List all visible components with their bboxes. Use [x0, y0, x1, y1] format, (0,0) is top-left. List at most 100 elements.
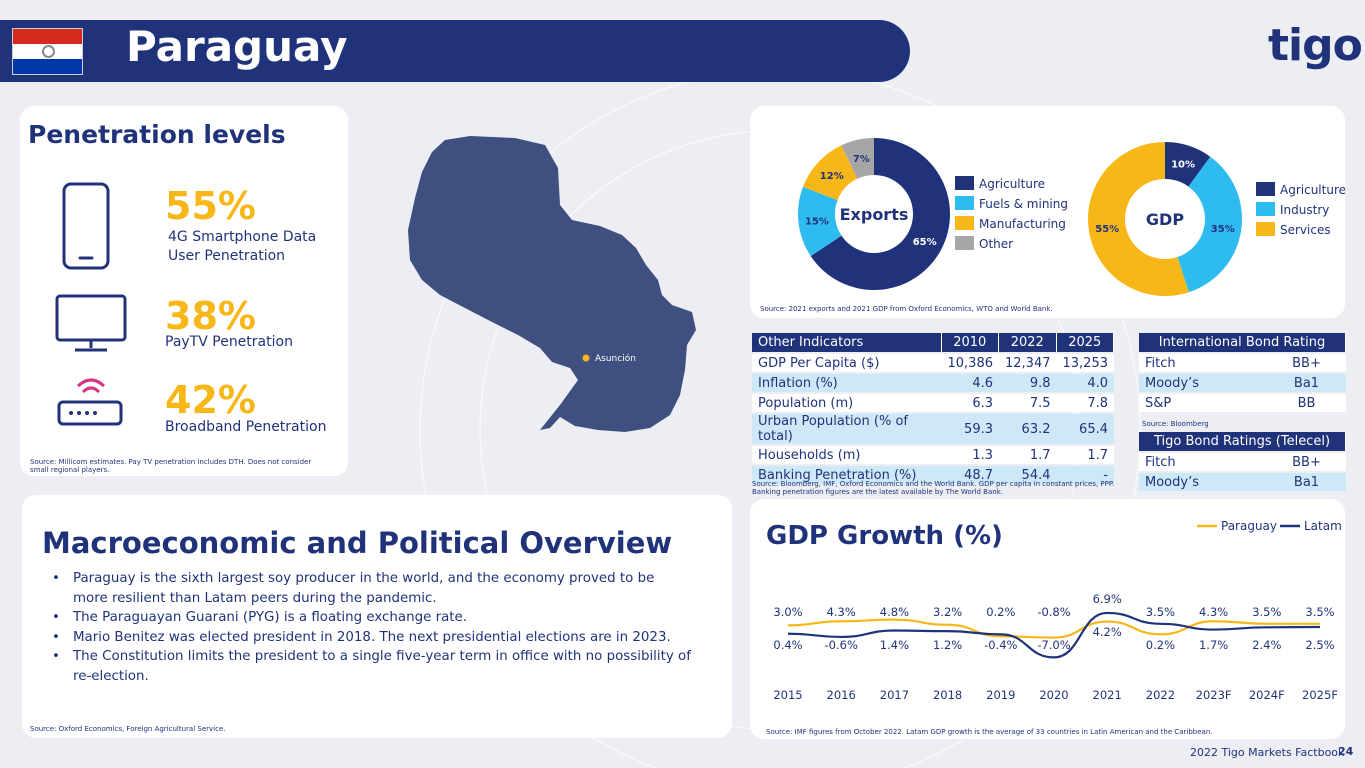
paraguay-flag-icon [12, 28, 83, 75]
tv-icon [55, 294, 127, 352]
column-header: 2025 [1056, 333, 1114, 352]
page-number: 24 [1338, 745, 1354, 758]
pie-charts: 65% Agriculture 15% Fuels & mining 12% Manufa… [798, 138, 1345, 296]
pie-value-label: 65% [913, 237, 937, 248]
data-label: 1.2% [933, 638, 962, 652]
table-cell: 1.7 [999, 446, 1057, 464]
table-cell: BB+ [1266, 453, 1346, 471]
table-cell: GDP Per Capita ($) [752, 354, 942, 372]
table-cell: 59.3 [941, 414, 999, 444]
column-header: 2022 [999, 333, 1057, 352]
x-tick-label: 2020 [1039, 688, 1068, 702]
table-cell: 9.8 [999, 374, 1057, 392]
city-label: Asunción [595, 353, 636, 364]
bond-rating-table: International Bond Rating Fitch BB+ Moody’… [1139, 331, 1346, 414]
bullet-item: The Paraguayan Guarani (PYG) is a floati… [52, 608, 692, 628]
penetration-title: Penetration levels [28, 120, 286, 149]
asuncion-marker [582, 354, 590, 362]
table-cell: 7.5 [999, 394, 1057, 412]
paytv-pct: 38% [165, 294, 256, 338]
legend-label: Industry [1280, 203, 1329, 217]
macro-source: Source: Oxford Economics, Foreign Agricu… [30, 725, 226, 733]
pie-value-label: 7% [853, 154, 870, 165]
legend-swatch [955, 196, 974, 210]
x-tick-label: 2023F [1196, 688, 1232, 702]
legend-swatch [1256, 182, 1275, 196]
legend-label: Other [979, 237, 1013, 251]
data-label: 0.4% [773, 638, 802, 652]
legend-label: Services [1280, 223, 1331, 237]
data-label: 6.9% [1093, 592, 1122, 606]
table-cell: Households (m) [752, 446, 942, 464]
pie-value-label: 15% [805, 216, 829, 227]
pie-center-title: Exports [840, 205, 909, 224]
x-tick-label: 2017 [880, 688, 909, 702]
gdp-chart-title: GDP Growth (%) [766, 521, 1003, 551]
legend-swatch [955, 176, 974, 190]
pie-source: Source: 2021 exports and 2021 GDP from O… [760, 305, 1053, 313]
table-cell: Moody’s [1139, 473, 1267, 491]
table-row: Moody’s Ba1 [1139, 473, 1346, 491]
gdp-source: Source: IMF figures from October 2022. L… [766, 728, 1213, 736]
data-label: 4.3% [827, 605, 856, 619]
penetration-source-2: small regional players. [30, 466, 110, 474]
data-label: 3.0% [773, 605, 802, 619]
x-tick-label: 2021 [1093, 688, 1122, 702]
data-label: 3.5% [1252, 605, 1281, 619]
table-row: Population (m) 6.3 7.5 7.8 [752, 394, 1114, 412]
table-cell: 12,347 [999, 354, 1057, 372]
x-tick-label: 2025F [1302, 688, 1338, 702]
legend-label: Paraguay [1221, 519, 1277, 533]
table-row: Moody’s Ba1 [1139, 374, 1346, 392]
data-label: 3.5% [1146, 605, 1175, 619]
data-label: 2.4% [1252, 638, 1281, 652]
pie-center-title: GDP [1146, 210, 1184, 229]
table-row: GDP Per Capita ($) 10,386 12,347 13,253 [752, 354, 1114, 372]
table-cell: 4.0 [1056, 374, 1114, 392]
column-header: 2010 [941, 333, 999, 352]
data-label: 4.2% [1093, 625, 1122, 639]
data-label: -0.6% [825, 638, 858, 652]
table-cell: 4.6 [941, 374, 999, 392]
table-row: Banking Penetration (%) 48.7 54.4- [752, 466, 1114, 484]
table-cell: - [1056, 466, 1114, 484]
paytv-label: PayTV Penetration [165, 334, 293, 350]
smartphone-label-2: User Penetration [168, 248, 286, 264]
tigo-rating-title: Tigo Bond Ratings (Telecel) [1139, 432, 1346, 451]
x-tick-label: 2016 [827, 688, 856, 702]
x-tick-label: 2022 [1146, 688, 1175, 702]
column-header: Other Indicators [752, 333, 942, 352]
series-line-paraguay [787, 618, 1320, 639]
indicators-source-1: Source: Bloomberg, IMF, Oxford Economics… [752, 480, 1115, 488]
table-cell: BB+ [1266, 354, 1346, 372]
tigo-rating-table: Tigo Bond Ratings (Telecel) Fitch BB+ Mood… [1139, 430, 1346, 493]
table-cell: 54.4 [999, 466, 1057, 484]
table-cell: Population (m) [752, 394, 942, 412]
pie-slice [1177, 156, 1242, 293]
table-row: Fitch BB+ [1139, 354, 1346, 372]
bond-source: Source: Bloomberg [1142, 420, 1209, 428]
data-label: 3.2% [933, 605, 962, 619]
bond-rating-title: International Bond Rating [1139, 333, 1346, 352]
broadband-pct: 42% [165, 378, 256, 422]
data-label: 4.8% [880, 605, 909, 619]
gdp-growth-chart: 3.0% 0.4% 2015 4.3% -0.6% 2016 4.8% 1.4% 2017 3.2… [773, 519, 1341, 702]
table-cell: Ba1 [1266, 473, 1346, 491]
pie-value-label: 12% [820, 171, 844, 182]
data-label: 0.2% [986, 605, 1015, 619]
bullet-item: Paraguay is the sixth largest soy produc… [52, 569, 692, 608]
page-title: Paraguay [126, 22, 348, 71]
pie-charts-card: 65% Agriculture 15% Fuels & mining 12% Manufa… [750, 106, 1345, 318]
bullet-item: The Constitution limits the president to… [52, 647, 692, 686]
pie-value-label: 55% [1095, 224, 1119, 235]
tigo-logo: tigo [1268, 20, 1363, 71]
other-indicators-table: Other Indicators 2010 2022 2025 GDP Per … [752, 331, 1114, 486]
table-cell: BB [1266, 394, 1346, 412]
data-label: 4.3% [1199, 605, 1228, 619]
table-cell: Urban Population (% of total) [752, 414, 942, 444]
table-row: Inflation (%) 4.6 9.8 4.0 [752, 374, 1114, 392]
x-tick-label: 2018 [933, 688, 962, 702]
smartphone-label-1: 4G Smartphone Data [168, 229, 317, 245]
macro-card: Macroeconomic and Political Overview Par… [22, 495, 732, 738]
gdp-growth-card: GDP Growth (%) 3.0% 0.4% 2015 4.3% -0.6% 2016… [750, 499, 1345, 739]
